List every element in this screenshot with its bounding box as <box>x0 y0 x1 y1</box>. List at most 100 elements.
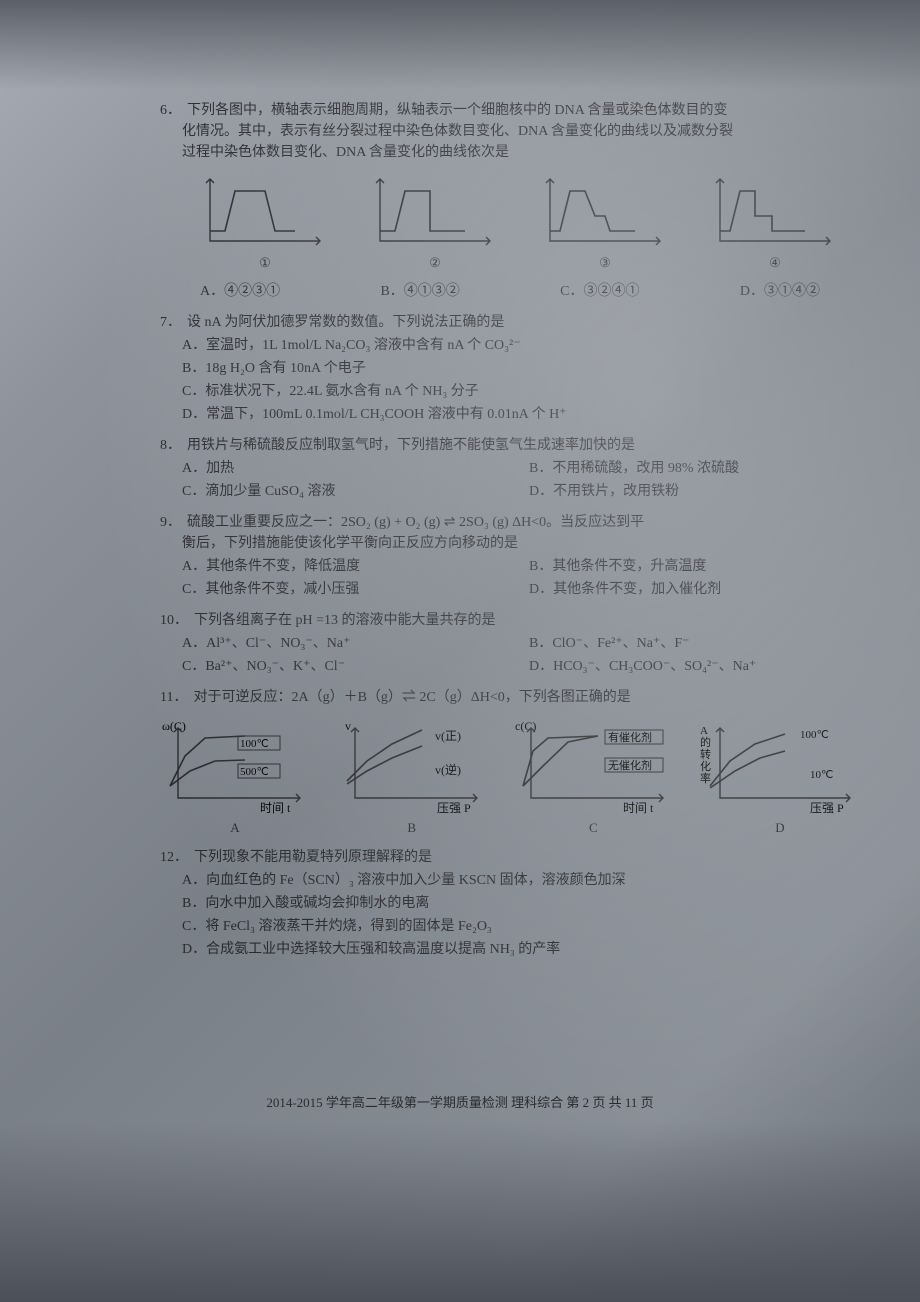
q11d-xlabel: 压强 P <box>810 801 844 815</box>
q7-options: A．室温时，1L 1mol/L Na₂CO₃ 溶液中含有 nA 个 CO₃²⁻ … <box>182 335 860 425</box>
q9-opt-c: C．其他条件不变，减小压强 <box>182 579 513 600</box>
q7-opt-b: B．18g H₂O 含有 10nA 个电子 <box>182 358 860 379</box>
q10-opt-b: B．ClO⁻、Fe²⁺、Na⁺、F⁻ <box>529 633 860 654</box>
q11-chart-b: v v(正) v(逆) 压强 P <box>337 716 487 816</box>
q10-options: A．Al³⁺、Cl⁻、NO₃⁻、Na⁺ B．ClO⁻、Fe²⁺、Na⁺、F⁻ C… <box>182 633 860 677</box>
q7-opt-c: C．标准状况下，22.4L 氨水含有 nA 个 NH₃ 分子 <box>182 381 860 402</box>
q6-fig-1: ① <box>200 171 330 273</box>
q11-fig-d: A 的 转 化 率 100℃ 10℃ 压强 P D <box>700 716 860 838</box>
q11-text: 对于可逆反应：2A（g）＋B（g）⇌ 2C（g）ΔH<0，下列各图正确的是 <box>193 687 860 708</box>
vignette-top <box>0 0 920 90</box>
q11c-t2: 无催化剂 <box>608 758 652 772</box>
q6-options: A．④②③① B．④①③② C．③②④① D．③①④② <box>200 281 820 302</box>
question-8: 8． 用铁片与稀硫酸反应制取氢气时，下列措施不能使氢气生成速率加快的是 A．加热… <box>160 435 860 502</box>
q11d-t2: 10℃ <box>810 769 833 781</box>
question-11: 11． 对于可逆反应：2A（g）＋B（g）⇌ 2C（g）ΔH<0，下列各图正确的… <box>160 687 860 838</box>
q10-opt-c: C．Ba²⁺、NO₃⁻、K⁺、Cl⁻ <box>182 656 513 677</box>
q11c-t1: 有催化剂 <box>608 730 652 744</box>
q10-opt-d: D．HCO₃⁻、CH₃COO⁻、SO₄²⁻、Na⁺ <box>529 656 860 677</box>
q8-opt-a: A．加热 <box>182 458 513 479</box>
q11a-t2: 500℃ <box>240 766 269 778</box>
question-10: 10． 下列各组离子在 pH =13 的溶液中能大量共存的是 A．Al³⁺、Cl… <box>160 610 860 677</box>
q12-opt-d: D．合成氨工业中选择较大压强和较高温度以提高 NH₃ 的产率 <box>182 939 860 960</box>
q11-label-d: D <box>775 818 784 838</box>
svg-text:化: 化 <box>700 759 711 773</box>
question-12: 12． 下列现象不能用勒夏特列原理解释的是 A．向血红色的 Fe（SCN）₃ 溶… <box>160 847 860 960</box>
page-footer: 2014-2015 学年高二年级第一学期质量检测 理科综合 第 2 页 共 11… <box>0 1093 920 1113</box>
q6-chart-3 <box>540 171 670 251</box>
q10-number: 10． <box>160 610 188 631</box>
q11-number: 11． <box>160 687 187 708</box>
q6-text-1: 下列各图中，横轴表示细胞周期，纵轴表示一个细胞核中的 DNA 含量或染色体数目的… <box>187 100 860 121</box>
question-9: 9． 硫酸工业重要反应之一：2SO₂ (g) + O₂ (g) ⇌ 2SO₃ (… <box>160 512 860 600</box>
q6-fig3-label: ③ <box>599 253 611 273</box>
q9-text-1: 硫酸工业重要反应之一：2SO₂ (g) + O₂ (g) ⇌ 2SO₃ (g) … <box>187 512 860 533</box>
exam-page: 6． 下列各图中，横轴表示细胞周期，纵轴表示一个细胞核中的 DNA 含量或染色体… <box>0 0 920 1302</box>
q7-text: 设 nA 为阿伏加德罗常数的数值。下列说法正确的是 <box>187 312 860 333</box>
q7-number: 7． <box>160 312 181 333</box>
q6-fig-4: ④ <box>710 171 840 273</box>
q11-fig-a: ω(C) 100℃ 500℃ 时间 t A <box>160 716 310 838</box>
q9-opt-d: D．其他条件不变，加入催化剂 <box>529 579 860 600</box>
q9-opt-a: A．其他条件不变，降低温度 <box>182 556 513 577</box>
q12-opt-a: A．向血红色的 Fe（SCN）₃ 溶液中加入少量 KSCN 固体，溶液颜色加深 <box>182 870 860 891</box>
question-7: 7． 设 nA 为阿伏加德罗常数的数值。下列说法正确的是 A．室温时，1L 1m… <box>160 312 860 425</box>
q12-number: 12． <box>160 847 188 868</box>
q6-fig-3: ③ <box>540 171 670 273</box>
q8-number: 8． <box>160 435 181 456</box>
q6-text-3: 过程中染色体数目变化、DNA 含量变化的曲线依次是 <box>182 142 860 163</box>
q6-fig-2: ② <box>370 171 500 273</box>
q12-text: 下列现象不能用勒夏特列原理解释的是 <box>194 847 860 868</box>
q7-opt-d: D．常温下，100mL 0.1mol/L CH₃COOH 溶液中有 0.01nA… <box>182 404 860 425</box>
q6-fig1-label: ① <box>259 253 271 273</box>
q11b-t1: v(正) <box>435 729 461 743</box>
q11-chart-d: A 的 转 化 率 100℃ 10℃ 压强 P <box>700 716 860 816</box>
q11a-t1: 100℃ <box>240 738 269 750</box>
q9-number: 9． <box>160 512 181 533</box>
q6-fig2-label: ② <box>429 253 441 273</box>
q11-fig-c: c(C) 有催化剂 无催化剂 时间 t C <box>513 716 673 838</box>
q7-opt-a: A．室温时，1L 1mol/L Na₂CO₃ 溶液中含有 nA 个 CO₃²⁻ <box>182 335 860 356</box>
q9-options: A．其他条件不变，降低温度 B．其他条件不变，升高温度 C．其他条件不变，减小压… <box>182 556 860 600</box>
q6-text-2: 化情况。其中，表示有丝分裂过程中染色体数目变化、DNA 含量变化的曲线以及减数分… <box>182 121 860 142</box>
q11d-ylabel-1: A <box>700 725 708 737</box>
question-6: 6． 下列各图中，横轴表示细胞周期，纵轴表示一个细胞核中的 DNA 含量或染色体… <box>160 100 860 302</box>
q11a-ylabel: ω(C) <box>162 719 186 733</box>
q6-chart-4 <box>710 171 840 251</box>
svg-text:率: 率 <box>700 771 711 785</box>
q10-text: 下列各组离子在 pH =13 的溶液中能大量共存的是 <box>194 610 860 631</box>
q8-opt-d: D．不用铁片，改用铁粉 <box>529 481 860 502</box>
q8-options: A．加热 B．不用稀硫酸，改用 98% 浓硫酸 C．滴加少量 CuSO₄ 溶液 … <box>182 458 860 502</box>
q11-chart-a: ω(C) 100℃ 500℃ 时间 t <box>160 716 310 816</box>
q11-label-a: A <box>230 818 239 838</box>
q8-opt-b: B．不用稀硫酸，改用 98% 浓硫酸 <box>529 458 860 479</box>
q11b-ylabel: v <box>345 719 351 733</box>
svg-text:转: 转 <box>700 747 711 761</box>
q12-opt-c: C．将 FeCl₃ 溶液蒸干并灼烧，得到的固体是 Fe₂O₃ <box>182 916 860 937</box>
q9-text-2: 衡后，下列措施能使该化学平衡向正反应方向移动的是 <box>182 533 860 554</box>
q11-chart-c: c(C) 有催化剂 无催化剂 时间 t <box>513 716 673 816</box>
q8-opt-c: C．滴加少量 CuSO₄ 溶液 <box>182 481 513 502</box>
q8-text: 用铁片与稀硫酸反应制取氢气时，下列措施不能使氢气生成速率加快的是 <box>187 435 860 456</box>
q11a-xlabel: 时间 t <box>260 801 291 815</box>
q6-opt-a: A．④②③① <box>200 281 280 302</box>
q9-opt-b: B．其他条件不变，升高温度 <box>529 556 860 577</box>
vignette-bottom <box>0 1122 920 1302</box>
q10-opt-a: A．Al³⁺、Cl⁻、NO₃⁻、Na⁺ <box>182 633 513 654</box>
q6-opt-b: B．④①③② <box>380 281 459 302</box>
q11d-t1: 100℃ <box>800 729 829 741</box>
q11-label-c: C <box>589 818 598 838</box>
q6-chart-2 <box>370 171 500 251</box>
q6-opt-c: C．③②④① <box>560 281 639 302</box>
q11b-xlabel: 压强 P <box>437 801 471 815</box>
q6-chart-1 <box>200 171 330 251</box>
q6-fig4-label: ④ <box>769 253 781 273</box>
q11-fig-b: v v(正) v(逆) 压强 P B <box>337 716 487 838</box>
q11c-xlabel: 时间 t <box>623 801 654 815</box>
svg-text:的: 的 <box>700 735 711 749</box>
q11-figures: ω(C) 100℃ 500℃ 时间 t A v <box>160 716 860 838</box>
q11-label-b: B <box>407 818 416 838</box>
q12-options: A．向血红色的 Fe（SCN）₃ 溶液中加入少量 KSCN 固体，溶液颜色加深 … <box>182 870 860 960</box>
q12-opt-b: B．向水中加入酸或碱均会抑制水的电离 <box>182 893 860 914</box>
q11b-t2: v(逆) <box>435 762 461 777</box>
